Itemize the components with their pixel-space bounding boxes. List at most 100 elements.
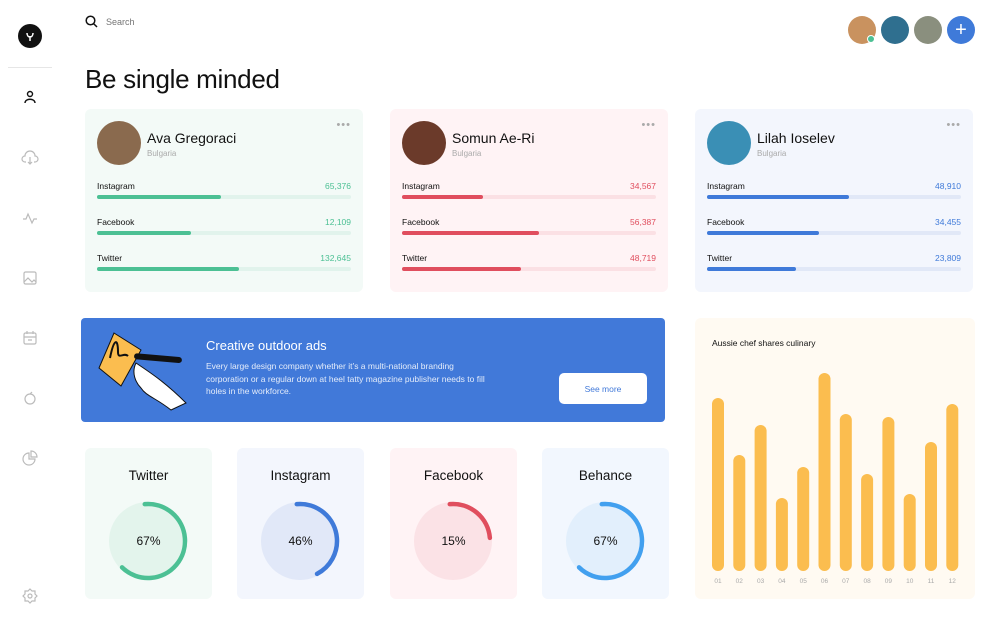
x-tick-label: 08 bbox=[863, 578, 871, 585]
chart-title: Aussie chef shares culinary bbox=[712, 338, 816, 348]
see-more-button[interactable]: See more bbox=[559, 373, 647, 404]
stat-label: Twitter bbox=[707, 253, 733, 263]
bar-chart-card: Aussie chef shares culinary 01 02 03 04 05 06… bbox=[695, 318, 975, 599]
bar-02 bbox=[733, 455, 746, 571]
donut-title: Facebook bbox=[423, 468, 484, 483]
avatar bbox=[707, 121, 751, 165]
progress-bar bbox=[97, 195, 351, 199]
profile-name: Somun Ae-Ri bbox=[452, 130, 535, 146]
stat-label: Twitter bbox=[97, 253, 123, 263]
progress-fill bbox=[707, 195, 850, 199]
stat-row: Instagram 34,567 bbox=[402, 181, 656, 199]
donut-card: Twitter 67% bbox=[85, 448, 212, 599]
more-options-icon[interactable]: ••• bbox=[641, 119, 656, 131]
bar-10 bbox=[903, 494, 916, 571]
sidebar-item-cloud-download[interactable] bbox=[20, 148, 40, 168]
donut-chart bbox=[260, 501, 340, 581]
progress-fill bbox=[402, 231, 540, 235]
sidebar bbox=[0, 0, 60, 625]
stat-value: 34,455 bbox=[935, 217, 961, 227]
donut-arc bbox=[413, 501, 493, 581]
stat-label: Facebook bbox=[402, 217, 440, 227]
sidebar-divider bbox=[8, 67, 52, 68]
stat-row: Facebook 12,109 bbox=[97, 217, 351, 235]
avatar bbox=[97, 121, 141, 165]
profile-name: Lilah Ioselev bbox=[757, 130, 835, 146]
profile-country: Bulgaria bbox=[757, 149, 787, 158]
stat-label: Instagram bbox=[402, 181, 440, 191]
sidebar-item-settings[interactable] bbox=[20, 586, 40, 606]
timer-icon bbox=[24, 391, 36, 405]
more-options-icon[interactable]: ••• bbox=[946, 119, 961, 131]
bar-09 bbox=[882, 417, 895, 571]
donut-card: Instagram 46% bbox=[237, 448, 364, 599]
donut-arc bbox=[260, 501, 340, 581]
progress-fill bbox=[402, 267, 522, 271]
stat-row: Twitter 48,719 bbox=[402, 253, 656, 271]
stat-value: 65,376 bbox=[325, 181, 351, 191]
sidebar-item-activity[interactable] bbox=[20, 208, 40, 228]
x-tick-label: 12 bbox=[949, 578, 957, 585]
sidebar-item-image[interactable] bbox=[20, 268, 40, 288]
x-tick-label: 03 bbox=[757, 578, 765, 585]
stat-value: 12,109 bbox=[325, 217, 351, 227]
avatar[interactable] bbox=[914, 16, 942, 44]
progress-fill bbox=[402, 195, 484, 199]
donut-background bbox=[261, 502, 339, 580]
stat-row: Instagram 48,910 bbox=[707, 181, 961, 199]
search-input[interactable] bbox=[106, 16, 226, 27]
add-button[interactable]: + bbox=[947, 16, 975, 44]
progress-fill bbox=[707, 231, 819, 235]
online-indicator bbox=[867, 35, 875, 43]
stat-value: 48,719 bbox=[630, 253, 656, 263]
more-options-icon[interactable]: ••• bbox=[336, 119, 351, 131]
donut-background bbox=[414, 502, 492, 580]
logo[interactable] bbox=[18, 24, 42, 48]
bar-12 bbox=[946, 404, 959, 571]
banner-text: Every large design company whether it’s … bbox=[206, 361, 485, 396]
x-tick-label: 04 bbox=[778, 578, 786, 585]
stat-label: Facebook bbox=[97, 217, 135, 227]
search-bar[interactable] bbox=[85, 15, 226, 28]
avatar[interactable] bbox=[881, 16, 909, 44]
progress-bar bbox=[402, 267, 656, 271]
sidebar-item-user[interactable] bbox=[20, 88, 40, 108]
cloud-download-icon bbox=[21, 150, 39, 165]
stat-row: Facebook 56,387 bbox=[402, 217, 656, 235]
stat-label: Instagram bbox=[97, 181, 135, 191]
bar-01 bbox=[712, 398, 724, 571]
sidebar-item-calendar[interactable] bbox=[20, 328, 40, 348]
donut-chart bbox=[108, 501, 188, 581]
sidebar-item-pie-chart[interactable] bbox=[20, 448, 40, 468]
stat-value: 48,910 bbox=[935, 181, 961, 191]
x-tick-label: 07 bbox=[842, 578, 850, 585]
profile-card: Ava Gregoraci Bulgaria ••• Instagram 65,376 F… bbox=[85, 109, 363, 292]
page-title: Be single minded bbox=[85, 64, 280, 94]
donut-percent: 67% bbox=[593, 534, 618, 548]
bar-08 bbox=[861, 474, 874, 571]
progress-bar bbox=[707, 267, 961, 271]
stat-value: 34,567 bbox=[630, 181, 656, 191]
bar-06 bbox=[818, 373, 831, 571]
signing-illustration-icon bbox=[98, 332, 187, 411]
x-tick-label: 05 bbox=[800, 578, 808, 585]
donut-arc bbox=[108, 501, 188, 581]
leaf-icon bbox=[26, 32, 34, 41]
progress-bar bbox=[707, 231, 961, 235]
bar-07 bbox=[839, 414, 852, 571]
donut-card: Behance 67% bbox=[542, 448, 669, 599]
sidebar-item-timer[interactable] bbox=[20, 388, 40, 408]
progress-fill bbox=[97, 267, 240, 271]
stat-value: 23,809 bbox=[935, 253, 961, 263]
stat-label: Instagram bbox=[707, 181, 745, 191]
donut-title: Twitter bbox=[128, 468, 169, 483]
progress-bar bbox=[97, 267, 351, 271]
profile-card: Somun Ae-Ri Bulgaria ••• Instagram 34,567 Fac… bbox=[390, 109, 668, 292]
progress-fill bbox=[97, 231, 191, 235]
bar-04 bbox=[775, 498, 788, 571]
x-tick-label: 10 bbox=[906, 578, 914, 585]
avatar bbox=[402, 121, 446, 165]
donut-title: Behance bbox=[578, 468, 633, 483]
profile-country: Bulgaria bbox=[452, 149, 482, 158]
stat-row: Instagram 65,376 bbox=[97, 181, 351, 199]
